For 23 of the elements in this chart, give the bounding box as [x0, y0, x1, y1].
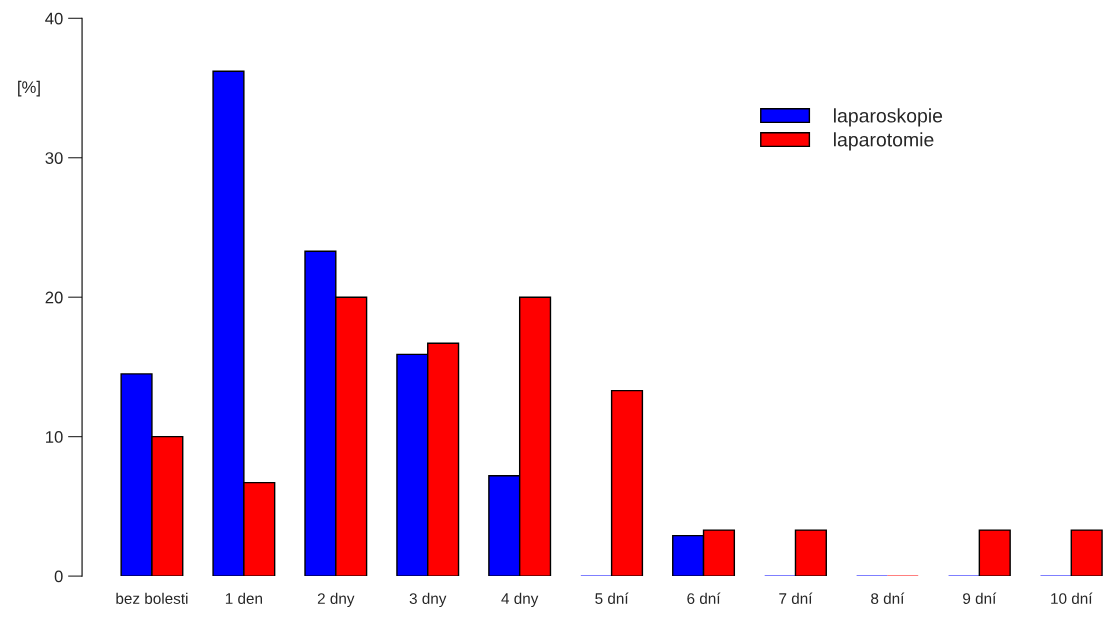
y-tick-label: 30: [45, 152, 63, 164]
y-tick-label: 40: [45, 12, 63, 25]
bar: [610, 389, 644, 577]
x-tick-label: 10 dní: [1051, 592, 1093, 604]
y-tick-label: 10: [46, 431, 63, 443]
x-tick-label: 4 dny: [501, 592, 539, 608]
legend-label: laparotomie: [834, 132, 934, 151]
x-tick-label: 6 dní: [687, 592, 721, 604]
bar: [978, 529, 1011, 577]
x-tick-label: 8 dní: [871, 592, 905, 604]
x-tick-label: 9 dní: [963, 592, 997, 604]
x-tick-label: bez bolesti: [116, 592, 188, 604]
x-tick-label: 5 dní: [595, 592, 629, 604]
y-axis-title: [%]: [18, 80, 40, 97]
x-tick-label: 2 dny: [317, 592, 355, 608]
x-tick-label: 3 dny: [409, 592, 447, 608]
x-tick-label: 7 dní: [779, 592, 813, 604]
legend-label: laparoskopie: [834, 108, 943, 127]
bar: [794, 529, 827, 577]
x-tick-label: 1 den: [225, 592, 262, 604]
y-tick-label: 0: [54, 570, 63, 583]
bar: [1070, 529, 1103, 577]
y-tick-label: 20: [45, 291, 63, 304]
